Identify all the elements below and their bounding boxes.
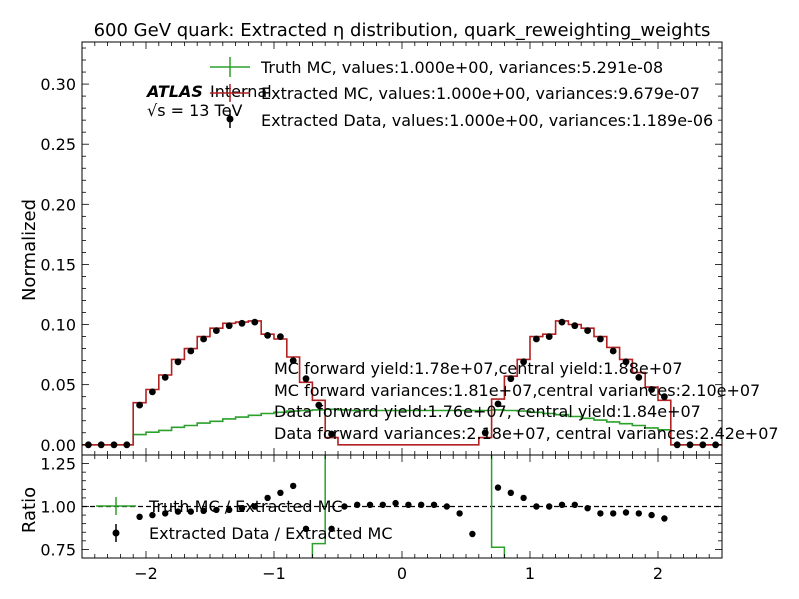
ratio-data-point-21: [418, 502, 424, 508]
ratio-legend-marker-data: [113, 530, 120, 537]
main-y-tick-label: 0.25: [40, 135, 76, 154]
ratio-data-point-33: [584, 505, 590, 511]
data-point-11: [226, 322, 233, 329]
ratio-data-point-27: [508, 490, 514, 496]
data-point-13: [251, 319, 258, 326]
ratio-data-point-12: [290, 483, 296, 489]
data-point-15: [277, 333, 284, 340]
ratio-data-point-30: [546, 503, 552, 509]
main-y-tick-label: 0.15: [40, 255, 76, 274]
main-y-tick-label: 0.20: [40, 195, 76, 214]
data-point-1: [98, 441, 105, 448]
ratio-data-point-23: [444, 503, 450, 509]
ratio-y-tick-label: 1.00: [40, 498, 76, 517]
ratio-legend-label-truth: Truth MC / Extracted MC: [148, 497, 343, 516]
data-point-40: [597, 336, 604, 343]
main-y-axis-label: Normalized: [19, 199, 40, 301]
ratio-data-point-16: [354, 502, 360, 508]
ratio-data-point-34: [597, 510, 603, 516]
data-point-3: [123, 441, 130, 448]
ratio-data-point-0: [136, 514, 142, 520]
annotation-mc-variances: MC forward variances:1.81e+07,central va…: [274, 381, 760, 400]
data-point-14: [264, 332, 271, 339]
data-point-37: [559, 319, 566, 326]
ratio-data-point-22: [431, 502, 437, 508]
data-point-38: [571, 322, 578, 329]
main-y-tick-label: 0.30: [40, 75, 76, 94]
chart-title: 600 GeV quark: Extracted η distribution,…: [94, 20, 711, 41]
data-point-7: [175, 358, 182, 365]
ratio-y-tick-label: 1.25: [40, 455, 76, 474]
ratio-data-point-35: [610, 510, 616, 516]
x-tick-label: 0: [397, 564, 407, 583]
ratio-y-tick-label: 0.75: [40, 540, 76, 559]
legend-label-truth-mc: Truth MC, values:1.000e+00, variances:5.…: [260, 58, 663, 77]
ratio-data-point-28: [520, 495, 526, 501]
data-point-10: [213, 327, 220, 334]
ratio-data-point-26: [495, 484, 501, 490]
ratio-data-point-29: [533, 503, 539, 509]
ratio-data-point-36: [623, 509, 629, 515]
ratio-data-point-37: [636, 510, 642, 516]
ratio-data-point-38: [648, 512, 654, 518]
ratio-y-axis-label: Ratio: [19, 487, 40, 533]
legend-label-extracted-mc: Extracted MC, values:1.000e+00, variance…: [261, 84, 700, 103]
data-point-36: [546, 333, 553, 340]
ratio-legend-label-data: Extracted Data / Extracted MC: [149, 524, 393, 543]
ratio-data-point-17: [367, 502, 373, 508]
ratio-data-point-25: [469, 531, 475, 537]
data-point-6: [162, 374, 169, 381]
data-point-41: [610, 348, 617, 355]
main-y-tick-label: 0.00: [40, 436, 76, 455]
data-point-4: [136, 402, 143, 409]
data-point-39: [584, 327, 591, 334]
ratio-data-point-32: [572, 502, 578, 508]
x-tick-label: −1: [262, 564, 286, 583]
main-y-tick-label: 0.05: [40, 376, 76, 395]
annotation-mc-yield: MC forward yield:1.78e+07,central yield:…: [274, 359, 683, 378]
data-point-5: [149, 389, 156, 396]
data-point-8: [187, 348, 194, 355]
annotation-data-yield: Data forward yield:1.76e+07, central yie…: [274, 402, 701, 421]
x-tick-label: 1: [525, 564, 535, 583]
ratio-data-point-39: [661, 515, 667, 521]
x-tick-label: −2: [134, 564, 158, 583]
ratio-data-point-11: [277, 490, 283, 496]
main-y-tick-label: 0.10: [40, 316, 76, 335]
ratio-data-point-20: [405, 502, 411, 508]
atlas-label: ATLAS: [145, 82, 203, 101]
data-point-12: [239, 320, 246, 327]
ratio-data-point-24: [456, 510, 462, 516]
legend-label-extracted-data: Extracted Data, values:1.000e+00, varian…: [261, 111, 713, 130]
ratio-data-point-19: [392, 500, 398, 506]
data-point-35: [533, 336, 540, 343]
legend-marker-extracted-data: [227, 116, 234, 123]
main-legend: Truth MC, values:1.000e+00, variances:5.…: [210, 57, 713, 130]
x-tick-label: 2: [653, 564, 663, 583]
ratio-data-point-31: [559, 502, 565, 508]
data-point-2: [111, 441, 118, 448]
data-point-9: [200, 336, 207, 343]
ratio-data-point-18: [380, 502, 386, 508]
annotation-data-variances: Data forward variances:2.18e+07, central…: [274, 424, 779, 443]
